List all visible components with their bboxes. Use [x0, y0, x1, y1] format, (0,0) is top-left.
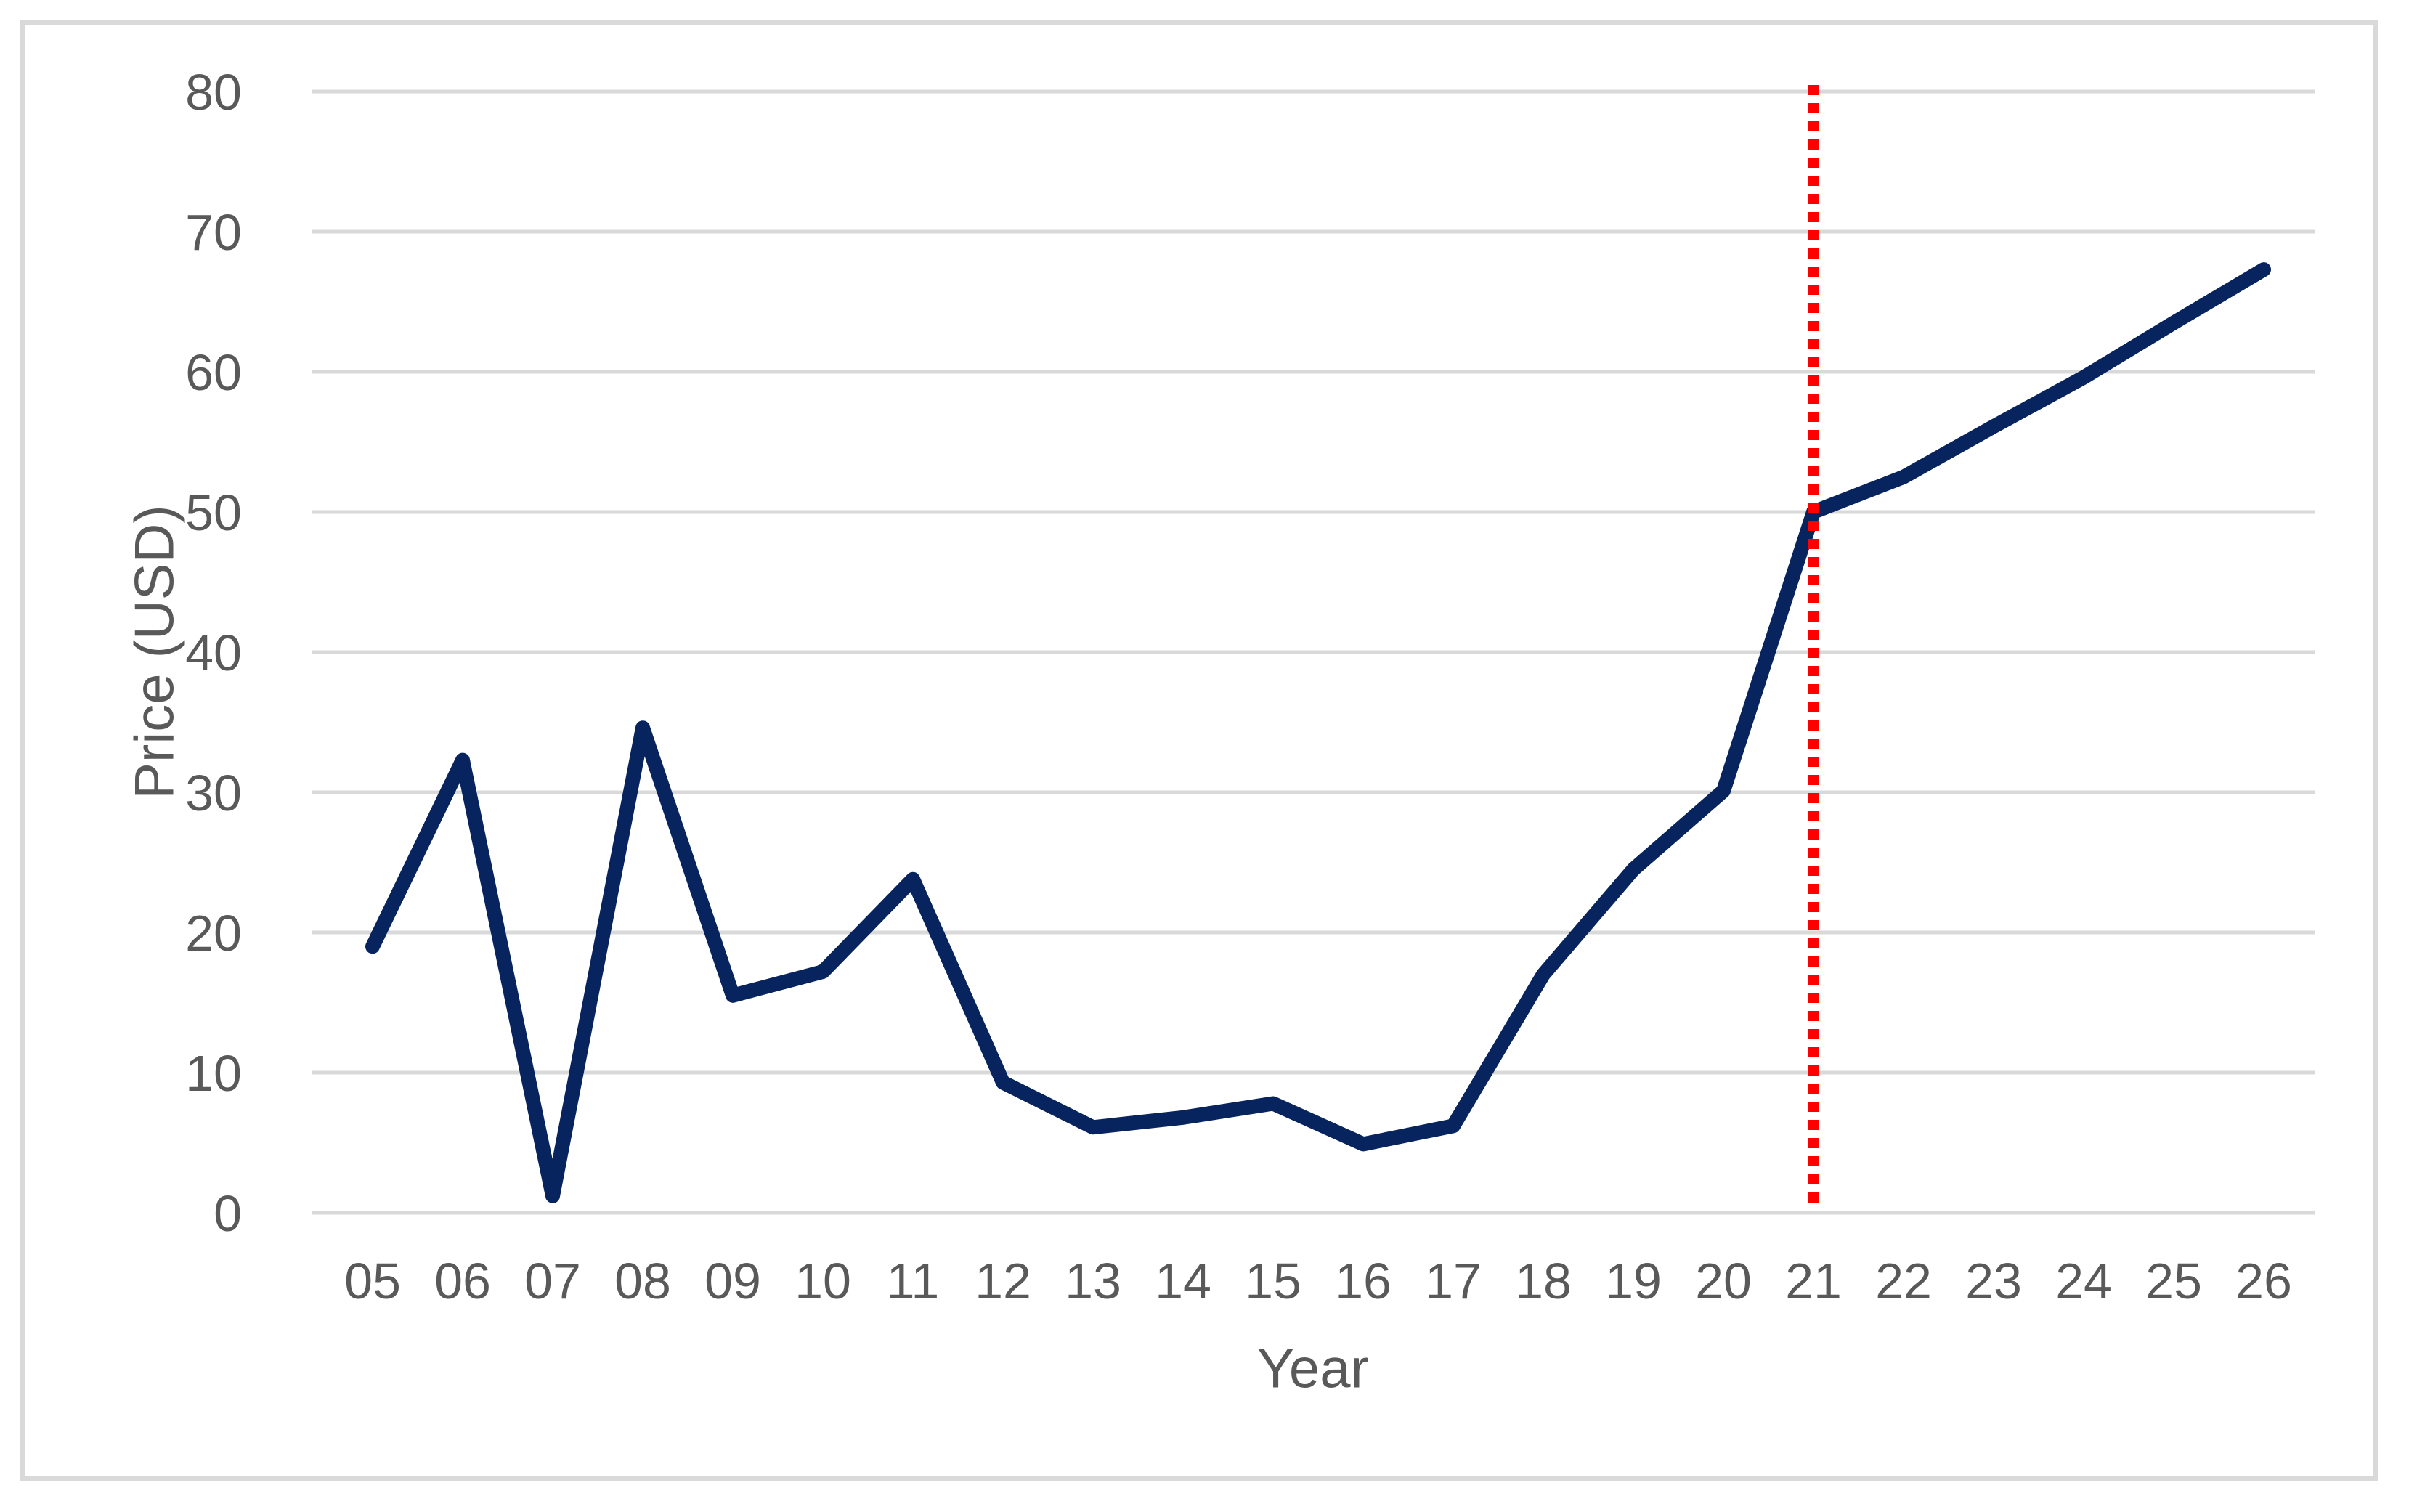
x-tick-label: 08 [614, 1253, 671, 1309]
x-axis-tick-labels: 05 06 07 08 09 10 11 12 13 14 15 16 17 18 19 20 21 22 23 24… [344, 1253, 2292, 1309]
x-tick-label: 23 [1965, 1253, 2022, 1309]
y-tick-label: 50 [185, 484, 242, 541]
y-tick-label: 80 [185, 64, 242, 121]
x-tick-label: 19 [1605, 1253, 1662, 1309]
y-tick-label: 20 [185, 905, 242, 962]
y-tick-label: 40 [185, 625, 242, 681]
x-tick-label: 20 [1695, 1253, 1752, 1309]
x-tick-label: 07 [524, 1253, 581, 1309]
x-tick-label: 16 [1335, 1253, 1392, 1309]
x-tick-label: 09 [704, 1253, 761, 1309]
x-tick-label: 18 [1515, 1253, 1572, 1309]
x-tick-label: 13 [1065, 1253, 1121, 1309]
x-axis-title: Year [1257, 1338, 1369, 1400]
x-tick-label: 22 [1875, 1253, 1932, 1309]
y-axis-tick-labels: 0 10 20 30 40 50 60 70 80 [185, 64, 242, 1242]
x-tick-label: 24 [2055, 1253, 2112, 1309]
y-tick-label: 10 [185, 1045, 242, 1102]
price-series-line [365, 262, 2271, 1203]
x-tick-label: 05 [344, 1253, 401, 1309]
x-tick-label: 10 [795, 1253, 851, 1309]
x-tick-label: 17 [1425, 1253, 1482, 1309]
x-tick-label: 14 [1155, 1253, 1211, 1309]
x-tick-label: 11 [887, 1253, 940, 1309]
x-tick-label: 06 [434, 1253, 491, 1309]
chart-frame [20, 20, 2378, 1481]
series-lines [365, 262, 2271, 1203]
x-tick-label: 15 [1245, 1253, 1301, 1309]
y-tick-label: 60 [185, 344, 242, 401]
y-tick-label: 0 [214, 1185, 242, 1242]
x-tick-label: 12 [975, 1253, 1031, 1309]
x-tick-label: 25 [2145, 1253, 2202, 1309]
y-tick-label: 30 [185, 765, 242, 821]
y-tick-label: 70 [185, 204, 242, 261]
x-tick-label: 26 [2235, 1253, 2292, 1309]
x-tick-label: 21 [1785, 1253, 1842, 1309]
gridlines [312, 89, 2315, 1215]
y-axis-title: Price (USD) [123, 505, 186, 800]
